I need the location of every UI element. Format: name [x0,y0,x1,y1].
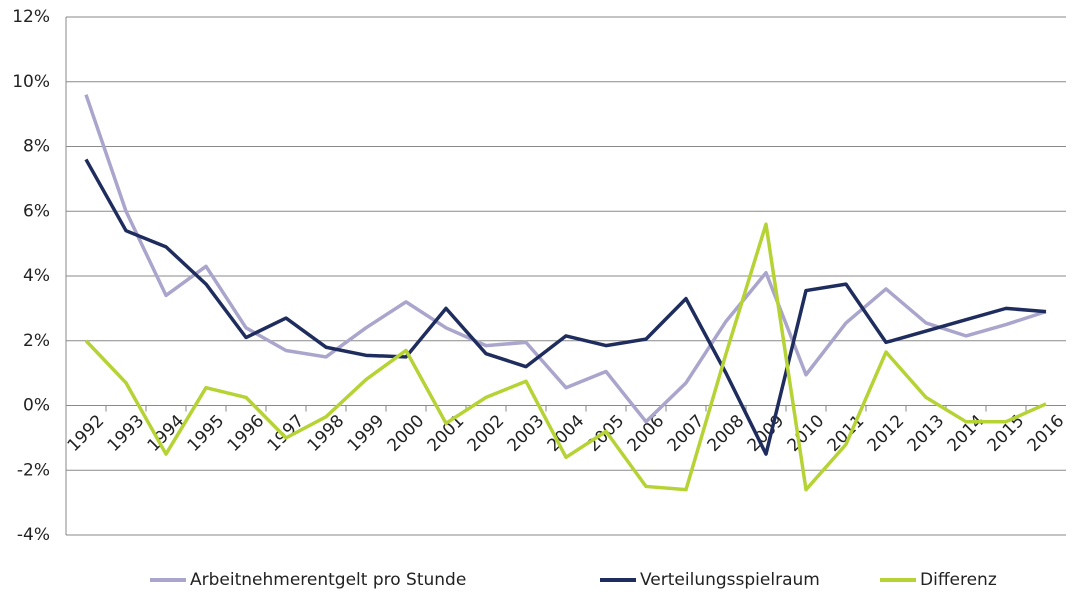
legend-label: Arbeitnehmerentgelt pro Stunde [190,570,466,590]
y-tick-label: -2% [17,460,50,480]
y-tick-label: 4% [23,266,50,286]
y-tick-label: 0% [23,396,50,416]
y-tick-label: 6% [23,201,50,221]
x-tick-label: 2002 [464,411,509,456]
x-tick-label: 2013 [904,411,949,456]
x-tick-label: 2012 [864,411,909,456]
x-tick-label: 1994 [144,411,189,456]
x-tick-label: 2000 [384,411,429,456]
x-tick-label: 2011 [824,411,869,456]
x-tick-label: 2014 [944,411,989,456]
x-tick-label: 2003 [504,411,549,456]
y-tick-label: 2% [23,331,50,351]
x-tick-label: 1996 [224,411,269,456]
x-tick-label: 1995 [184,411,229,456]
x-tick-label: 2008 [704,411,749,456]
x-tick-label: 2015 [984,411,1029,456]
y-tick-label: 10% [12,72,50,92]
line-series [84,158,1047,456]
x-tick-label: 1997 [264,411,309,456]
y-tick-label: 8% [23,137,50,157]
x-tick-label: 1993 [104,411,149,456]
x-tick-label: 1992 [64,411,109,456]
legend-label: Verteilungsspielraum [640,570,820,590]
x-tick-label: 1999 [344,411,389,456]
x-tick-label: 2010 [784,411,829,456]
line-series [84,94,1047,424]
x-tick-label: 2016 [1024,411,1069,456]
line-series [84,222,1047,492]
y-tick-label: 12% [12,7,50,27]
x-tick-label: 2001 [424,411,469,456]
y-tick-label: -4% [17,525,50,545]
legend-label: Differenz [920,570,997,590]
x-tick-label: 2006 [624,411,669,456]
